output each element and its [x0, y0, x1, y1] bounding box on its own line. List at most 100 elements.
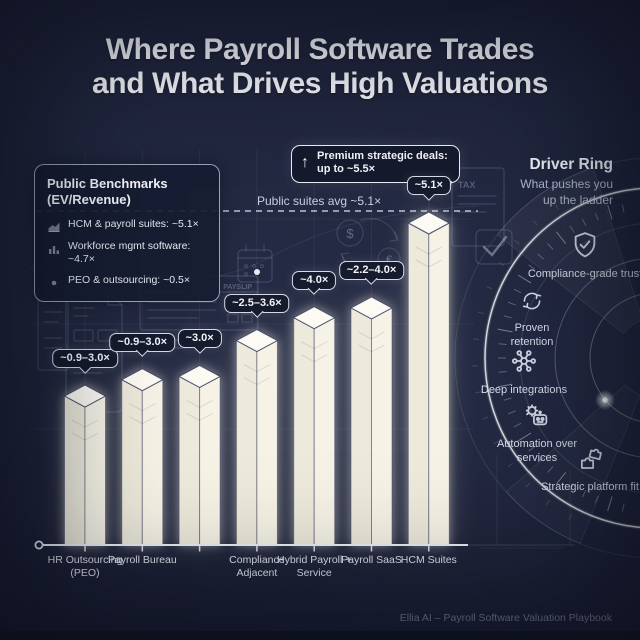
ring-tick: [537, 253, 544, 260]
title-line-1: Where Payroll Software Trades: [105, 33, 535, 66]
bar-texture: [71, 419, 99, 428]
driver-item: Deep integrations: [454, 346, 594, 398]
ring-tick: [517, 432, 532, 442]
bar-top-face: [120, 368, 164, 392]
bar: [235, 328, 279, 546]
ring-tick: [525, 482, 531, 488]
bar-top-face: [349, 296, 394, 320]
ring-tick: [513, 422, 522, 428]
benchmark-item: PEO & outsourcing: ~0.5×: [47, 274, 207, 289]
ring-tick: [498, 371, 507, 373]
ring-tick: [482, 416, 489, 420]
ring-circle: [554, 258, 640, 458]
ring-tick: [498, 343, 507, 345]
ring-tick: [607, 496, 613, 511]
ring-tick: [569, 482, 575, 491]
ring-tick: [497, 328, 513, 333]
up-arrow-icon: ↑: [301, 154, 309, 172]
bar-texture: [243, 364, 271, 373]
ring-tick: [472, 338, 480, 340]
ring-tick: [556, 471, 567, 485]
benchmarks-title: Public Benchmarks (EV/Revenue): [47, 176, 207, 209]
bullet-dot-icon: [47, 275, 61, 289]
x-axis: [34, 540, 575, 552]
value-callout: ~0.9–3.0×: [109, 332, 176, 352]
driver-ring-header: Driver Ring What pushes you up the ladde…: [520, 156, 613, 208]
bar-top-face: [235, 328, 279, 353]
premium-line-2: up to ~5.5×: [317, 163, 376, 176]
benchmark-label: HCM & payroll suites: ~5.1×: [68, 217, 199, 230]
ring-circle: [484, 187, 640, 529]
bar-right-face: [313, 316, 336, 546]
driver-label: Compliance-grade trust: [527, 268, 640, 280]
bar-right-face: [371, 307, 393, 546]
bar-texture: [415, 259, 443, 268]
ring-tick: [569, 225, 575, 234]
subtitle-line-2: up the ladder: [542, 192, 613, 207]
bar-top-face: [292, 306, 336, 330]
value-callout: ~3.0×: [177, 329, 222, 349]
category-label: Hybrid Payroll + Service: [276, 554, 352, 580]
driver-label: Automation over services: [496, 438, 578, 464]
bar: [178, 364, 222, 546]
ring-tick: [607, 205, 613, 220]
benchmark-label: PEO & outsourcing: ~0.5×: [68, 273, 190, 286]
bar-left-face: [64, 395, 86, 546]
benchmarks-title-line2: (EV/Revenue): [47, 192, 131, 208]
driver-item: Compliance-grade trust: [520, 230, 640, 282]
driver-item: Automation over services: [482, 400, 592, 466]
bar-texture: [186, 400, 213, 409]
ring-tick: [556, 231, 567, 245]
bar: [120, 368, 164, 546]
ring-tick: [477, 311, 484, 315]
bar-texture: [300, 341, 328, 350]
ring-circle: [454, 158, 640, 558]
ring-tick: [503, 315, 512, 319]
bar-left-face: [293, 316, 315, 546]
tax-label: TAX: [458, 180, 475, 190]
bar-texture: [186, 413, 213, 422]
driver-item: Proven retention: [492, 288, 572, 350]
premium-line-1: Premium strategic deals:: [317, 150, 448, 162]
ring-tick: [507, 462, 514, 468]
ring-dot: [602, 397, 608, 403]
calendar-icon: [237, 244, 273, 283]
axis-ticks: [84, 545, 430, 552]
bar-texture: [71, 432, 99, 441]
driver-label: Deep integrations: [480, 384, 568, 396]
ring-circle: [519, 223, 640, 493]
column-chart-icon: [47, 241, 61, 255]
ring-tick: [517, 274, 532, 284]
page-title: Where Payroll Software Trades and What D…: [0, 33, 640, 101]
ring-tick: [503, 397, 512, 401]
ring-tick: [547, 243, 554, 250]
bar-top-face: [407, 211, 451, 235]
benchmarks-title-line1: Public Benchmarks: [47, 176, 168, 191]
value-callout: ~4.0×: [292, 270, 337, 290]
footer-credit: Ellia AI – Payroll Software Valuation Pl…: [399, 612, 612, 624]
bar-left-face: [121, 378, 143, 546]
ring-tick: [594, 495, 599, 504]
value-callout: ~2.5–3.6×: [224, 293, 290, 313]
bar-texture: [129, 403, 156, 412]
benchmark-item: Workforce mgmt software: ~4.7×: [47, 240, 207, 267]
category-label: Payroll Bureau: [107, 554, 177, 566]
ring-tick: [528, 446, 536, 452]
bar-texture: [243, 377, 271, 386]
ring-tick: [568, 514, 573, 520]
ring-tick: [554, 204, 560, 210]
category-label: HR Outsourcing (PEO): [47, 554, 123, 580]
driver-ring-subtitle: What pushes you up the ladder: [520, 177, 613, 208]
driver-label: Strategic platform fit: [541, 481, 639, 493]
ring-tick: [508, 301, 516, 306]
ring-tick: [537, 456, 544, 463]
benchmark-item: HCM & payroll suites: ~5.1×: [47, 218, 207, 233]
axis-origin-dot: [34, 540, 44, 550]
driver-item: Strategic platform fit: [540, 443, 640, 495]
ring-tick: [581, 489, 587, 498]
driver-label: Proven retention: [510, 322, 554, 348]
bar-left-face: [407, 222, 430, 546]
bar: [292, 306, 336, 546]
